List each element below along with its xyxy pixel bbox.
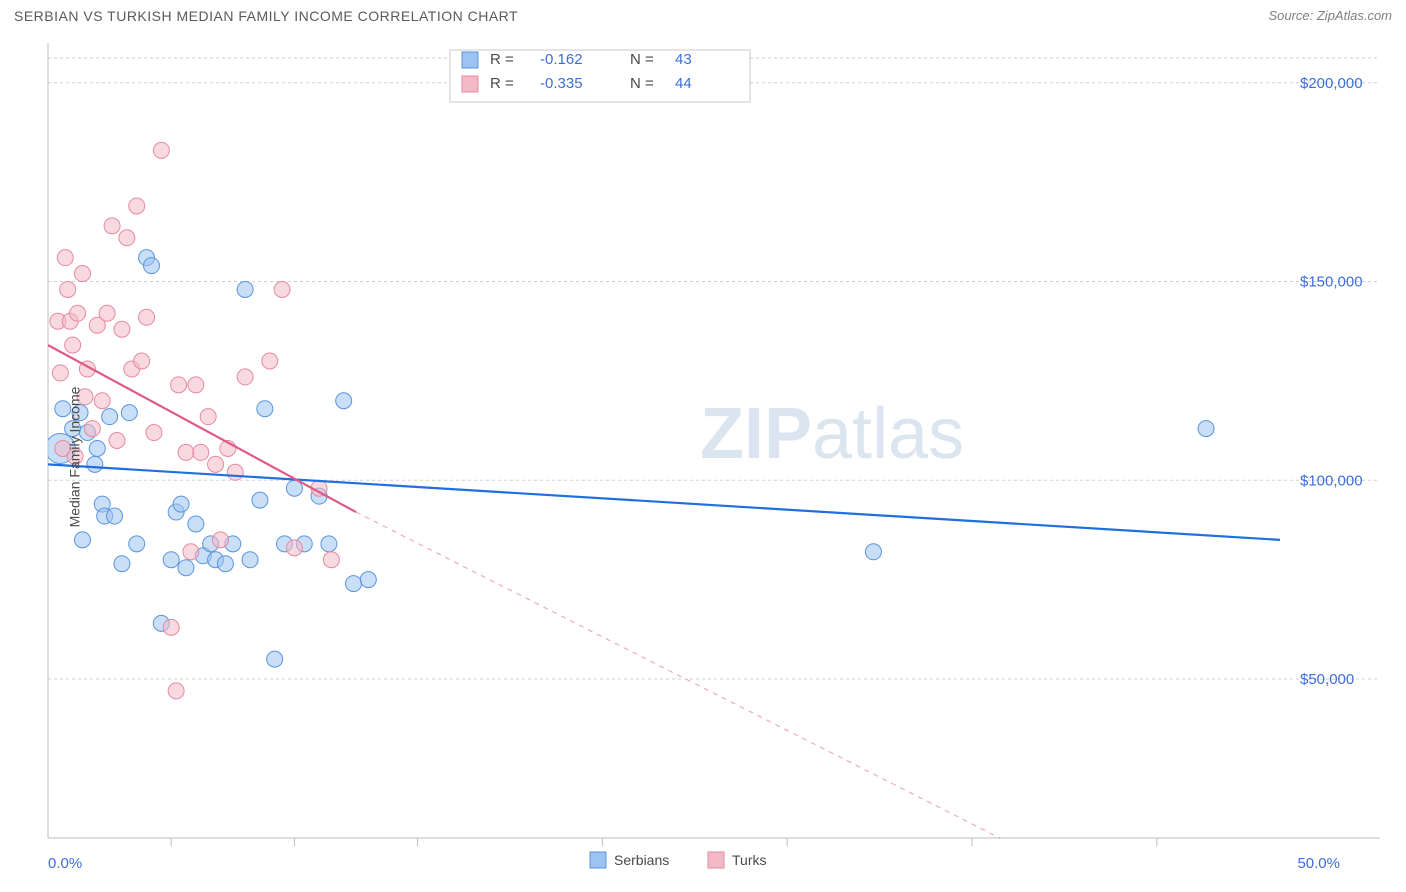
y-axis-label: Median Family Income	[66, 387, 82, 528]
svg-text:$200,000: $200,000	[1300, 75, 1363, 92]
svg-text:0.0%: 0.0%	[48, 855, 82, 872]
svg-text:$150,000: $150,000	[1300, 274, 1363, 291]
source-credit: Source: ZipAtlas.com	[1268, 8, 1392, 23]
svg-text:ZIPatlas: ZIPatlas	[700, 394, 964, 474]
svg-text:R =: R =	[490, 75, 514, 92]
svg-text:R =: R =	[490, 51, 514, 68]
svg-text:N =: N =	[630, 75, 654, 92]
scatter-chart: $50,000 $100,000 $150,000 $200,000 0.0% 50.0%…	[0, 28, 1406, 886]
svg-text:50.0%: 50.0%	[1297, 855, 1340, 872]
svg-text:Serbians: Serbians	[614, 852, 669, 868]
svg-text:43: 43	[675, 51, 692, 68]
svg-text:Turks: Turks	[732, 852, 766, 868]
svg-text:-0.162: -0.162	[540, 51, 583, 68]
svg-text:$50,000: $50,000	[1300, 671, 1354, 688]
svg-text:-0.335: -0.335	[540, 75, 583, 92]
svg-text:N =: N =	[630, 51, 654, 68]
svg-text:44: 44	[675, 75, 692, 92]
svg-text:$100,000: $100,000	[1300, 472, 1363, 489]
chart-container: Median Family Income $50,000 $100,000 $150…	[0, 28, 1406, 886]
chart-title: SERBIAN VS TURKISH MEDIAN FAMILY INCOME …	[14, 8, 518, 24]
